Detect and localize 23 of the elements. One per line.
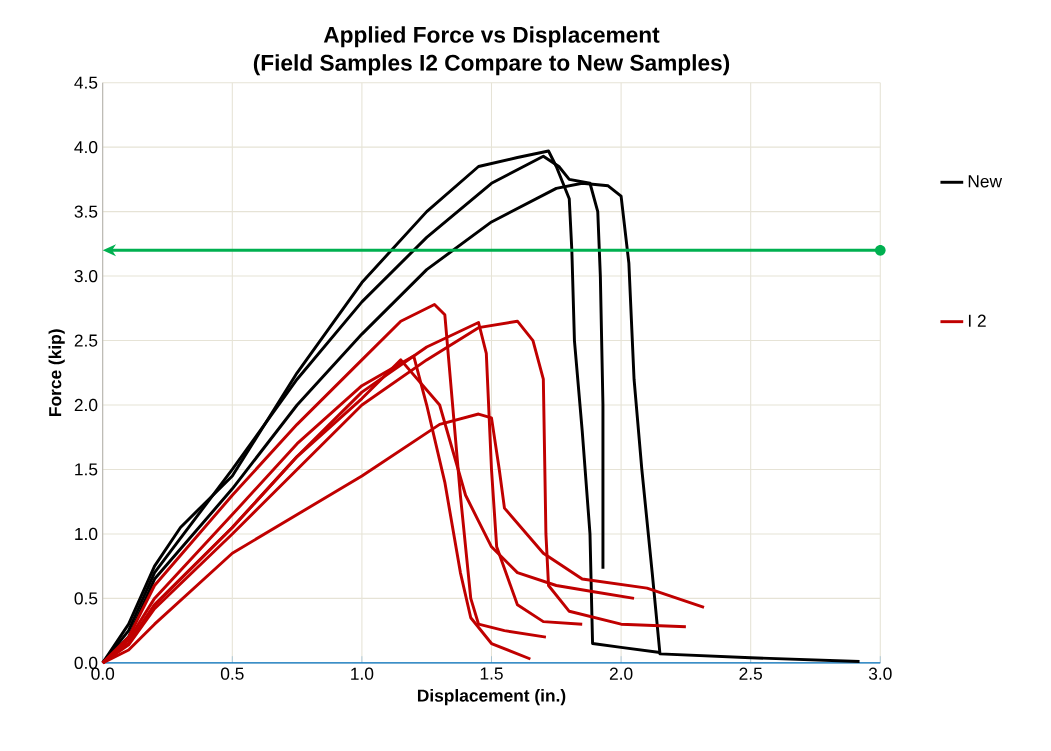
y-tick-label: 4.0 <box>74 141 98 154</box>
x-tick-label: 3.0 <box>868 667 892 680</box>
legend-label: New <box>968 175 1003 188</box>
y-tick-label: 0.0 <box>74 656 98 670</box>
x-tick-label: 2.0 <box>609 667 633 680</box>
y-tick-label: 3.0 <box>74 269 98 283</box>
x-tick-label: 2.5 <box>739 667 762 680</box>
y-tick-label: 2.0 <box>74 398 98 412</box>
x-tick-label: 0.0 <box>91 667 115 680</box>
legend-label: I 2 <box>968 314 986 327</box>
x-tick-label: 1.5 <box>480 667 503 680</box>
y-tick-label: 0.5 <box>74 592 98 605</box>
x-tick-label: 0.5 <box>220 667 244 680</box>
chart-title: Applied Force vs Displacement <box>323 26 660 48</box>
y-tick-label: 2.5 <box>74 334 98 347</box>
x-axis-title: Displacement (in.) <box>417 689 566 706</box>
y-tick-label: 1.5 <box>75 463 98 476</box>
y-tick-label: 1.0 <box>75 527 98 541</box>
x-tick-label: 1.0 <box>351 667 374 680</box>
chart-subtitle: (Field Samples I2 Compare to New Samples) <box>253 54 730 76</box>
y-tick-label: 3.5 <box>74 205 98 218</box>
y-axis-title: Force (kip) <box>48 329 65 416</box>
y-tick-label: 4.5 <box>74 76 98 89</box>
